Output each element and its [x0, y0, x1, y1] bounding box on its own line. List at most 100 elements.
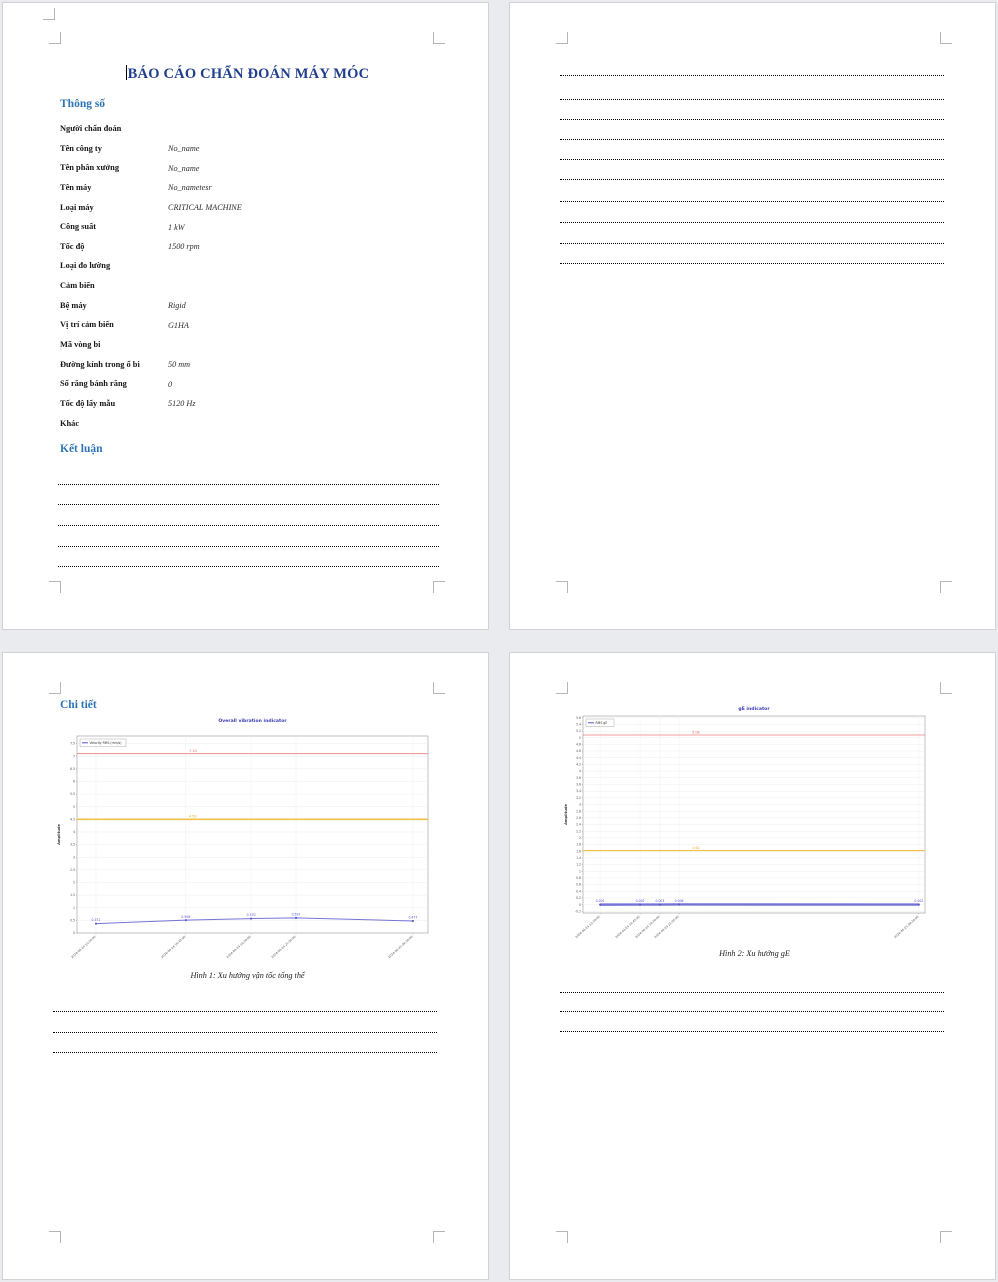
spec-table: Người chẩn đoán Tên công ty No_name Tên phâ…: [60, 122, 448, 436]
dotted-fill-line: [53, 1051, 437, 1053]
page-1[interactable]: BÁO CÁO CHẨN ĐOÁN MÁY MÓC Thông số Người…: [2, 2, 489, 630]
spec-value: No_name: [168, 144, 200, 154]
page-2[interactable]: [509, 2, 996, 630]
spec-value: No_nametesr: [168, 183, 212, 193]
margin-crop-mark: [49, 682, 61, 694]
svg-text:0.002: 0.002: [914, 899, 923, 903]
svg-text:2024-04-25 09:30:00: 2024-04-25 09:30:00: [893, 915, 919, 939]
svg-text:4.8: 4.8: [576, 742, 581, 746]
figure-1-caption: Hình 1: Xu hướng vận tốc tổng thể: [190, 971, 305, 980]
svg-text:6: 6: [73, 780, 75, 784]
dotted-fill-line: [560, 158, 944, 160]
dotted-fill-line: [560, 178, 944, 180]
spec-value: G1HA: [168, 320, 189, 330]
spec-label: Cảm biến: [60, 281, 95, 291]
page-4[interactable]: -0.2 0 0.2 0.4 0.6 0.8 1 1.2 1.4 1.6 1.8 2 2.2 2.4 2.6…: [509, 652, 996, 1280]
svg-text:2024-04-24 21:05:00: 2024-04-24 21:05:00: [270, 935, 296, 959]
dotted-fill-line: [560, 74, 944, 76]
svg-text:0.508: 0.508: [181, 915, 190, 919]
margin-crop-mark: [433, 682, 445, 694]
svg-text:7: 7: [73, 754, 75, 758]
svg-text:5.4: 5.4: [576, 722, 581, 726]
page-3[interactable]: Chi tiết 0 0.5 1 1.5 2 2.5 3 3.5 4 4.5 5 5.5 6 6.5 7 7.…: [2, 652, 489, 1280]
svg-text:4.6: 4.6: [576, 749, 581, 753]
margin-crop-mark: [43, 8, 55, 20]
text-cursor: [125, 65, 127, 80]
spec-label: Vị trí cảm biến: [60, 320, 114, 330]
svg-text:1: 1: [73, 906, 75, 910]
margin-crop-mark: [433, 32, 445, 44]
svg-text:5.5: 5.5: [70, 792, 75, 796]
spec-row: Công suất 1 kW: [60, 220, 448, 240]
svg-text:1.8: 1.8: [576, 843, 581, 847]
svg-text:3.2: 3.2: [576, 796, 581, 800]
svg-text:7.5: 7.5: [70, 742, 75, 746]
margin-crop-mark: [49, 1231, 61, 1243]
spec-row: Tốc độ lấy mẫu 5120 Hz: [60, 397, 448, 417]
svg-text:3.5: 3.5: [70, 843, 75, 847]
spec-value: No_name: [168, 163, 200, 173]
section-heading-thong-so: Thông số: [60, 98, 106, 110]
svg-text:2024-04-24 19:20:00: 2024-04-24 19:20:00: [225, 935, 251, 959]
spec-row: Người chẩn đoán: [60, 122, 448, 142]
dotted-fill-line: [560, 1010, 944, 1012]
spec-label: Số răng bánh răng: [60, 379, 127, 389]
svg-text:0.477: 0.477: [408, 916, 417, 920]
dotted-fill-line: [560, 1030, 944, 1032]
spec-row: Tên công ty No_name: [60, 142, 448, 162]
spec-value: 0: [168, 379, 173, 389]
margin-crop-mark: [556, 581, 568, 593]
svg-text:Amplitude: Amplitude: [57, 824, 61, 845]
spec-row: Cảm biến: [60, 279, 448, 299]
svg-text:5.2: 5.2: [576, 729, 581, 733]
svg-text:3.8: 3.8: [576, 776, 581, 780]
spec-label: Loại đo lường: [60, 261, 111, 271]
spec-label: Tên phân xưởng: [60, 163, 120, 173]
svg-text:1.2: 1.2: [576, 863, 581, 867]
svg-text:0.006: 0.006: [675, 899, 684, 903]
dotted-fill-line: [53, 1010, 437, 1012]
dotted-fill-line: [58, 524, 439, 526]
svg-text:0.6: 0.6: [576, 883, 581, 887]
spec-row: Loại máy CRITICAL MACHINE: [60, 201, 448, 221]
spec-label: Tốc độ lấy mẫu: [60, 398, 116, 408]
svg-text:4.50: 4.50: [189, 815, 197, 819]
spec-row: Bệ máy Rigid: [60, 299, 448, 319]
svg-text:5.08: 5.08: [692, 730, 700, 734]
spec-row: Tên máy No_nametesr: [60, 181, 448, 201]
report-title-text: BÁO CÁO CHẨN ĐOÁN MÁY MÓC: [127, 66, 370, 82]
svg-text:5: 5: [579, 736, 581, 740]
margin-crop-mark: [940, 682, 952, 694]
margin-crop-mark: [940, 1231, 952, 1243]
figure-2-caption: Hình 2: Xu hướng gE: [719, 949, 790, 958]
svg-text:0.371: 0.371: [92, 918, 101, 922]
dotted-fill-line: [560, 118, 944, 120]
svg-text:2: 2: [73, 881, 75, 885]
margin-crop-mark: [49, 32, 61, 44]
svg-text:RMS gE: RMS gE: [596, 721, 608, 725]
dotted-fill-line: [560, 138, 944, 140]
svg-text:4.2: 4.2: [576, 763, 581, 767]
section-heading-ket-luan: Kết luận: [60, 443, 103, 455]
spec-row: Mã vòng bi: [60, 338, 448, 358]
svg-text:4.4: 4.4: [576, 756, 581, 760]
svg-text:0.2: 0.2: [576, 896, 581, 900]
svg-text:1.6: 1.6: [576, 849, 581, 853]
svg-text:Amplitude: Amplitude: [564, 804, 568, 825]
svg-text:4: 4: [579, 769, 581, 773]
svg-text:1: 1: [579, 869, 581, 873]
svg-text:2.2: 2.2: [576, 829, 581, 833]
svg-text:2.4: 2.4: [576, 823, 581, 827]
svg-text:3.6: 3.6: [576, 783, 581, 787]
dotted-fill-line: [58, 545, 439, 547]
svg-text:3.4: 3.4: [576, 789, 581, 793]
overall-vibration-chart-image[interactable]: 0 0.5 1 1.5 2 2.5 3 3.5 4 4.5 5 5.5 6 6.5 7 7.5 7.10 4.50…: [53, 713, 435, 965]
svg-text:2.5: 2.5: [70, 868, 75, 872]
spec-label: Bệ máy: [60, 300, 87, 310]
ge-chart-image[interactable]: -0.2 0 0.2 0.4 0.6 0.8 1 1.2 1.4 1.6 1.8 2 2.2 2.4 2.6…: [560, 701, 942, 946]
spec-row: Khác: [60, 417, 448, 437]
svg-text:3: 3: [579, 803, 581, 807]
spec-label: Loại máy: [60, 202, 94, 212]
dotted-fill-line: [58, 565, 439, 567]
